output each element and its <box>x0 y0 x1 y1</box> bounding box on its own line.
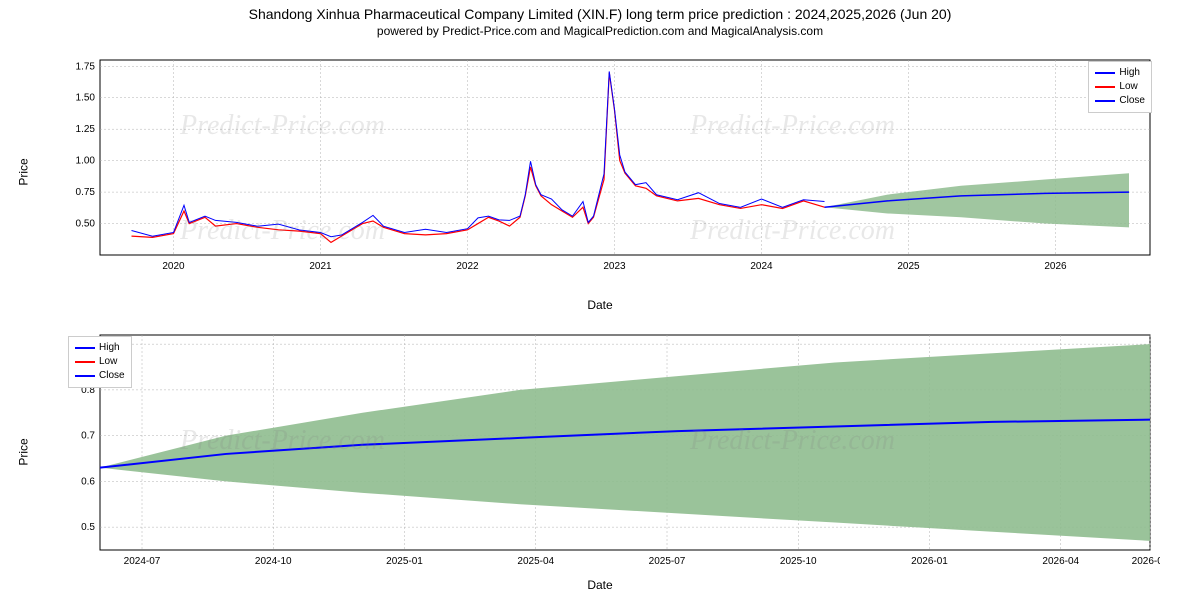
svg-text:2021: 2021 <box>309 261 332 272</box>
legend-swatch <box>1095 72 1115 74</box>
legend-item: Close <box>75 369 125 383</box>
svg-text:1.75: 1.75 <box>76 61 96 72</box>
svg-text:0.75: 0.75 <box>76 187 96 198</box>
top-chart-xlabel: Date <box>560 298 640 312</box>
bottom-chart: 0.50.60.70.80.92024-072024-102025-012025… <box>60 330 1160 585</box>
svg-text:0.50: 0.50 <box>76 219 96 230</box>
svg-text:0.7: 0.7 <box>81 431 95 442</box>
bottom-chart-legend: High Low Close <box>68 336 132 388</box>
svg-text:2024: 2024 <box>750 261 773 272</box>
top-chart-legend: High Low Close <box>1088 61 1152 113</box>
svg-text:2024-07: 2024-07 <box>124 556 161 567</box>
svg-text:2022: 2022 <box>456 261 479 272</box>
main-title: Shandong Xinhua Pharmaceutical Company L… <box>0 0 1200 22</box>
svg-text:2025: 2025 <box>897 261 920 272</box>
svg-text:2025-10: 2025-10 <box>780 556 817 567</box>
svg-text:2026-04: 2026-04 <box>1042 556 1079 567</box>
legend-item: Low <box>75 355 125 369</box>
legend-label: High <box>99 341 120 355</box>
legend-swatch <box>1095 100 1115 102</box>
svg-text:2023: 2023 <box>603 261 626 272</box>
legend-item: Close <box>1095 94 1145 108</box>
legend-label: High <box>1119 66 1140 80</box>
legend-swatch <box>1095 86 1115 88</box>
svg-text:2025-01: 2025-01 <box>386 556 423 567</box>
svg-text:2020: 2020 <box>162 261 185 272</box>
bottom-chart-xlabel: Date <box>560 578 640 592</box>
svg-text:1.50: 1.50 <box>76 93 96 104</box>
legend-label: Low <box>1119 80 1137 94</box>
legend-swatch <box>75 361 95 363</box>
bottom-chart-svg: 0.50.60.70.80.92024-072024-102025-012025… <box>60 330 1160 585</box>
legend-label: Close <box>99 369 125 383</box>
svg-text:0.6: 0.6 <box>81 476 95 487</box>
svg-text:2026-01: 2026-01 <box>911 556 948 567</box>
legend-label: Close <box>1119 94 1145 108</box>
svg-text:2026-07: 2026-07 <box>1132 556 1160 567</box>
chart-container: Shandong Xinhua Pharmaceutical Company L… <box>0 0 1200 600</box>
svg-text:1.25: 1.25 <box>76 124 96 135</box>
legend-item: High <box>1095 66 1145 80</box>
legend-item: Low <box>1095 80 1145 94</box>
top-chart-svg: 0.50 0.75 1.00 1.25 1.50 1.75 2020 2021 2022 2023… <box>60 55 1160 290</box>
svg-text:0.5: 0.5 <box>81 522 95 533</box>
legend-swatch <box>75 375 95 377</box>
svg-text:2024-10: 2024-10 <box>255 556 292 567</box>
svg-text:2025-07: 2025-07 <box>649 556 686 567</box>
svg-text:2025-04: 2025-04 <box>517 556 554 567</box>
legend-item: High <box>75 341 125 355</box>
legend-label: Low <box>99 355 117 369</box>
legend-swatch <box>75 347 95 349</box>
bottom-chart-ylabel: Price <box>17 438 31 465</box>
svg-text:1.00: 1.00 <box>76 156 96 167</box>
top-chart: 0.50 0.75 1.00 1.25 1.50 1.75 2020 2021 2022 2023… <box>60 55 1160 290</box>
top-chart-ylabel: Price <box>17 158 31 185</box>
svg-text:2026: 2026 <box>1044 261 1067 272</box>
subtitle: powered by Predict-Price.com and Magical… <box>0 22 1200 38</box>
